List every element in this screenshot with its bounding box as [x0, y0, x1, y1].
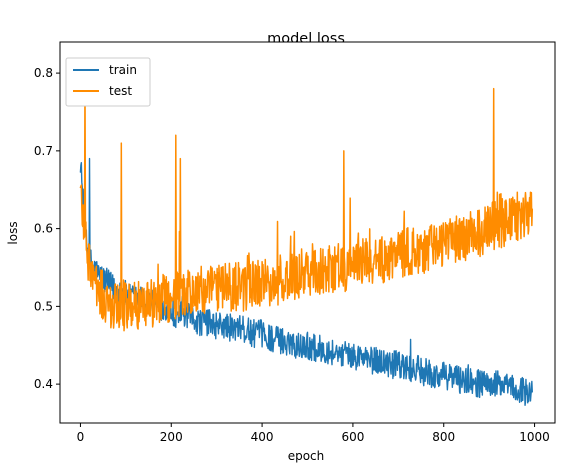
x-tick-label: 400	[251, 430, 274, 444]
legend-train-label: train	[109, 63, 137, 77]
legend-test-label: test	[109, 84, 132, 98]
x-tick-label: 1000	[519, 430, 550, 444]
x-tick-label: 600	[341, 430, 364, 444]
x-tick-label: 0	[77, 430, 85, 444]
x-tick-label: 200	[160, 430, 183, 444]
legend: train test	[65, 57, 151, 107]
y-tick-label: 0.8	[34, 66, 53, 80]
y-tick-label: 0.6	[34, 222, 53, 236]
x-axis-label: epoch	[288, 449, 325, 463]
y-tick-label: 0.5	[34, 299, 53, 313]
y-tick-label: 0.4	[34, 377, 53, 391]
y-axis-label: loss	[6, 221, 20, 244]
series-line-test	[79, 72, 534, 332]
y-tick-label: 0.7	[34, 144, 53, 158]
x-tick-label: 800	[432, 430, 455, 444]
series-lines	[79, 72, 534, 406]
x-axis-ticks: 0 200 400 600 800 1000	[77, 423, 550, 444]
y-axis-ticks: 0.4 0.5 0.6 0.7 0.8	[34, 66, 60, 391]
